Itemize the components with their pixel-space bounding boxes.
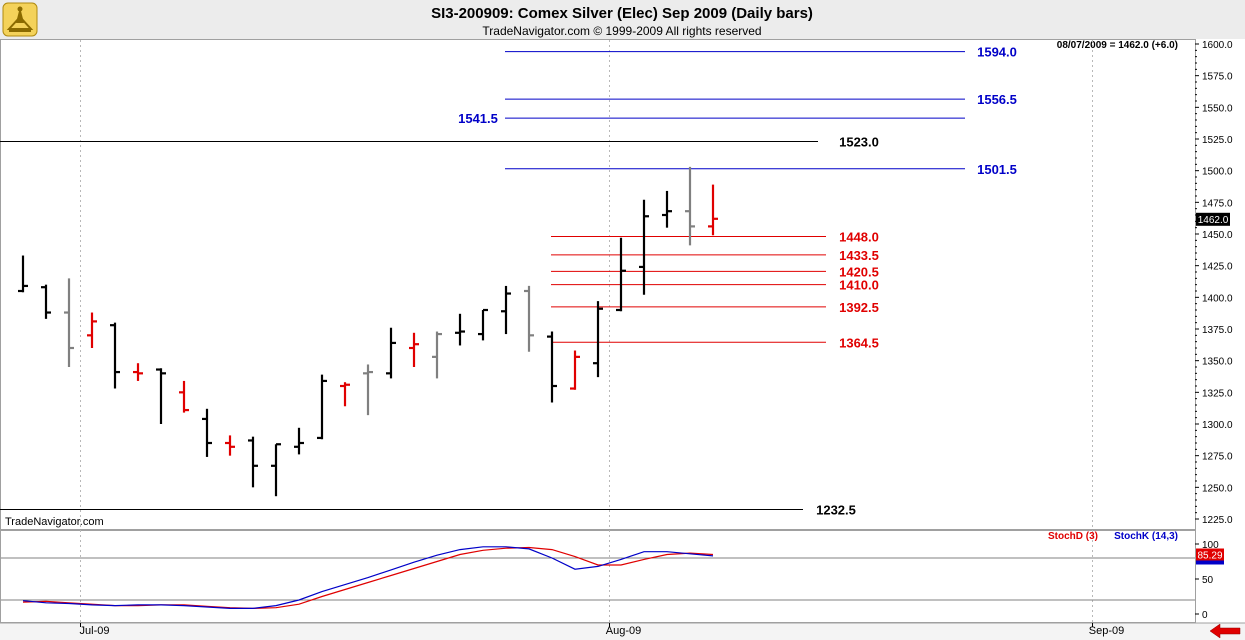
level-label-retracement: 1420.5: [839, 264, 879, 279]
ohlc-bar: [478, 308, 488, 341]
stoch-tick-label: 0: [1202, 610, 1208, 621]
ohlc-bar: [662, 190, 672, 228]
stoch-tick-label: 100: [1202, 540, 1219, 551]
stoch-tick-label: 50: [1202, 575, 1214, 586]
ohlc-bar: [64, 278, 74, 367]
stoch-d-line: [22, 546, 714, 610]
price-tick-label: 1400.0: [1202, 293, 1233, 304]
ohlc-bar: [363, 364, 373, 416]
ohlc-bar: [386, 327, 396, 379]
price-tick-label: 1325.0: [1202, 388, 1233, 399]
stoch-k-line: [22, 546, 714, 610]
ohlc-bar: [248, 436, 258, 488]
ohlc-bar: [409, 332, 419, 367]
ohlc-bar: [110, 322, 120, 389]
last-price-badge: [1196, 212, 1230, 226]
price-tick-label: 1550.0: [1202, 103, 1233, 114]
ohlc-bar: [593, 301, 603, 378]
ohlc-bar: [685, 166, 695, 246]
date-tick-label: Jul-09: [80, 625, 110, 637]
level-label-projection: 1594.0: [977, 45, 1017, 60]
price-tick-label: 1225.0: [1202, 515, 1233, 526]
level-label-projection: 1501.5: [977, 162, 1017, 177]
price-tick-label: 1375.0: [1202, 325, 1233, 336]
ohlc-bar: [432, 331, 442, 379]
chart-title: SI3-200909: Comex Silver (Elec) Sep 2009…: [431, 5, 813, 22]
ohlc-bar: [156, 368, 166, 424]
price-axis: 1225.0 1250.0 1275.0 1300.0 1325.0 1350.0 1375…: [1195, 40, 1233, 526]
ohlc-bar: [87, 312, 97, 348]
ohlc-bar: [616, 237, 626, 312]
level-label-retracement: 1433.5: [839, 248, 879, 263]
price-tick-label: 1575.0: [1202, 72, 1233, 83]
date-tick-label: Aug-09: [606, 625, 641, 637]
price-tick-label: 1300.0: [1202, 420, 1233, 431]
level-label-projection: 1541.5: [458, 111, 498, 126]
ohlc-bar: [202, 408, 212, 457]
watermark: TradeNavigator.com: [5, 516, 104, 528]
price-tick-label: 1525.0: [1202, 135, 1233, 146]
price-tick-label: 1425.0: [1202, 262, 1233, 273]
vertical-gridlines: [80, 40, 1093, 622]
last-price-label: 1462.0: [1198, 215, 1229, 226]
title-bar: [0, 0, 1245, 39]
price-tick-label: 1350.0: [1202, 357, 1233, 368]
level-label-retracement: 1364.5: [839, 335, 879, 350]
stoch-value-label: 85.29: [1197, 551, 1222, 562]
level-label-retracement: 1410.0: [839, 278, 879, 293]
tradenavigator-logo-icon[interactable]: [2, 2, 38, 37]
scroll-right-arrow-icon[interactable]: [1207, 623, 1243, 639]
ohlc-bar: [133, 363, 143, 381]
ohlc-bar: [225, 435, 235, 456]
ohlc-bar: [524, 285, 534, 352]
ohlc-bar: [271, 443, 281, 497]
date-tick-label: Sep-09: [1089, 625, 1124, 637]
ohlc-bar: [294, 427, 304, 455]
ohlc-bar: [41, 284, 51, 319]
price-tick-label: 1250.0: [1202, 483, 1233, 494]
ohlc-bar: [317, 374, 327, 440]
stoch-d-legend: StochD (3): [1048, 531, 1098, 542]
level-label-retracement: 1392.5: [839, 300, 879, 315]
ohlc-bar: [18, 255, 28, 293]
stoch-k-badge: [1196, 560, 1224, 565]
price-tick-label: 1500.0: [1202, 167, 1233, 178]
level-label-extreme: 1232.5: [816, 503, 856, 518]
ohlc-bars: [18, 166, 718, 497]
ohlc-bar: [340, 382, 350, 407]
level-label-projection: 1556.5: [977, 92, 1017, 107]
level-label-retracement: 1448.0: [839, 230, 879, 245]
ohlc-bar: [455, 313, 465, 346]
price-tick-label: 1475.0: [1202, 198, 1233, 209]
ohlc-bar: [570, 350, 580, 390]
ohlc-bar: [501, 285, 511, 335]
ohlc-bar: [179, 380, 189, 413]
ohlc-bar: [547, 331, 557, 403]
price-tick-label: 1450.0: [1202, 230, 1233, 241]
last-quote-readout: 08/07/2009 = 1462.0 (+6.0): [1057, 40, 1178, 51]
fibonacci-levels: 1594.0 1556.5 1541.5 1523.0 1501.5 1448.0 1433…: [0, 45, 1017, 518]
date-axis-strip: [0, 623, 1245, 640]
stochastic-legend: StochD (3) StochK (14,3): [1048, 531, 1178, 542]
price-tick-label: 1600.0: [1202, 40, 1233, 51]
stoch-k-legend: StochK (14,3): [1114, 531, 1178, 542]
price-tick-label: 1275.0: [1202, 452, 1233, 463]
stoch-value-badge: [1196, 548, 1224, 561]
ohlc-bar: [639, 199, 649, 295]
ohlc-bar: [708, 184, 718, 236]
level-label-extreme: 1523.0: [839, 135, 879, 150]
date-axis: Jul-09 Aug-09 Sep-09: [80, 623, 1124, 637]
copyright-subtitle: TradeNavigator.com © 1999-2009 All right…: [482, 24, 761, 38]
